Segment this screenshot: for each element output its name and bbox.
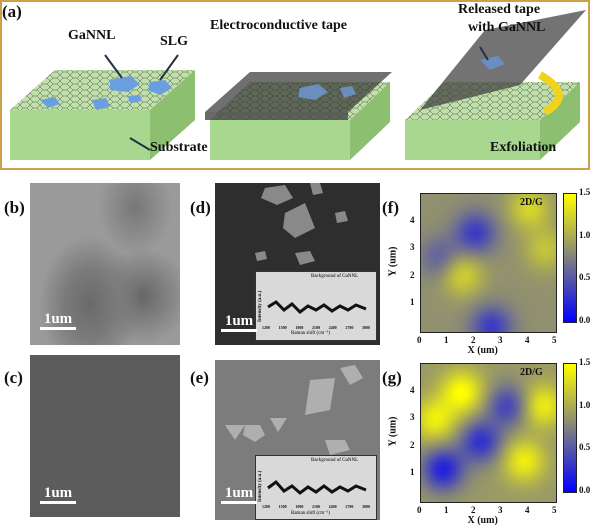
inset-xlabel: Raman shift (cm⁻¹): [291, 511, 331, 516]
heatmap-f: 0 1 2 3 4 5 1 2 3 4 X (um) Y (um) 2D/G 0.0 0.5 1.0 1.5: [380, 185, 600, 356]
scale-text: 1um: [224, 313, 254, 329]
inset-ylabel: Intensity (a.u.): [258, 290, 263, 322]
x-tick-label: 2: [471, 335, 476, 345]
heatmap-g: 0 1 2 3 4 5 1 2 3 4 X (um) Y (um) 2D/G 0.0 0.5 1.0 1.5: [380, 355, 600, 525]
schematic-panel-a: (a) GaNNL SLG Substrate Electroconductiv…: [0, 0, 590, 170]
colorbar-tick-label: 0.0: [579, 315, 591, 325]
sem-image-c: 1um: [30, 355, 180, 517]
scale-text: 1um: [43, 485, 73, 501]
raman-inset-d: Background of GaNNL Intensity (a.u.) Ram…: [255, 271, 377, 341]
y-tick-label: 3: [410, 242, 415, 253]
label-with-gannl: with GaNNL: [468, 20, 546, 35]
x-tick-label: 1: [444, 505, 449, 515]
inset-x-tick-label: 1800: [295, 504, 304, 509]
colorbar-tick-label: 1.0: [579, 399, 591, 410]
panel-label-d: (d): [190, 198, 211, 217]
tape: [205, 72, 392, 112]
panel-label-a: (a): [2, 2, 22, 21]
substrate-block-1: [10, 70, 195, 160]
colorbar-tick-label: 0.5: [579, 442, 591, 453]
panel-label-g: (g): [382, 368, 402, 387]
label-substrate: Substrate: [150, 140, 208, 155]
inset-x-tick-label: 1200: [262, 325, 270, 330]
inset-x-tick-label: 1500: [278, 325, 287, 330]
panel-label-f: (f): [382, 198, 399, 217]
scale-bar-d: 1um: [221, 313, 257, 332]
x-tick-label: 4: [525, 335, 530, 345]
x-tick-label: 0: [417, 335, 422, 345]
heatmap-surface: [420, 193, 557, 333]
x-axis-label: X (um): [467, 345, 498, 356]
raman-spectrum: [267, 300, 367, 314]
scale-bar-e: 1um: [221, 485, 257, 504]
inset-ylabel: Intensity (a.u.): [258, 470, 263, 502]
label-gannl: GaNNL: [68, 28, 116, 43]
inset-x-tick-label: 3000: [362, 504, 370, 509]
raman-spectrum: [267, 479, 367, 495]
inset-x-tick-label: 2700: [345, 504, 354, 509]
substrate-block-2: [205, 72, 392, 160]
colorbar-tick-label: 1.5: [579, 357, 591, 367]
substrate-block-3: [405, 10, 586, 160]
sem-image-b: 1um: [30, 183, 180, 345]
inset-x-tick-label: 2100: [312, 325, 320, 330]
panel-label-c: (c): [4, 368, 23, 387]
y-tick-label: 2: [410, 439, 415, 450]
y-axis-label: Y (um): [387, 416, 399, 447]
scale-text: 1um: [43, 311, 73, 327]
raman-inset-e: Background of GaNNL Intensity (a.u.) Ram…: [255, 455, 377, 520]
y-tick-label: 1: [410, 467, 415, 478]
y-axis-label: Y (um): [387, 246, 399, 277]
curved-arrow-icon: [537, 71, 563, 116]
inset-x-tick-label: 2100: [312, 504, 320, 509]
colorbar-tick-label: 1.5: [579, 187, 591, 197]
sem-image-d: Background of GaNNL Intensity (a.u.) Ram…: [215, 183, 380, 345]
inset-x-tick-label: 2700: [345, 325, 354, 330]
scale-bar-b: 1um: [40, 311, 76, 330]
x-tick-label: 3: [498, 505, 503, 515]
x-axis-label: X (um): [467, 515, 498, 525]
scale-bar-c: 1um: [40, 485, 76, 504]
inset-x-tick-label: 3000: [362, 325, 370, 330]
heatmap-surface: [420, 363, 557, 503]
y-tick-label: 1: [410, 297, 415, 308]
inset-legend: Background of GaNNL: [311, 458, 359, 463]
inset-x-tick-label: 2400: [328, 504, 337, 509]
colorbar: [563, 363, 577, 493]
colorbar-tick-label: 1.0: [579, 229, 591, 240]
x-tick-label: 4: [525, 505, 530, 515]
label-exfoliation: Exfoliation: [490, 140, 557, 155]
map-title: 2D/G: [520, 367, 543, 378]
map-title: 2D/G: [520, 197, 543, 208]
scale-text: 1um: [224, 485, 254, 501]
panel-label-e: (e): [190, 368, 209, 387]
x-tick-label: 0: [417, 505, 422, 515]
inset-x-tick-label: 1200: [262, 504, 270, 509]
label-slg: SLG: [160, 34, 189, 49]
label-tape: Electroconductive tape: [210, 18, 347, 33]
sem-image-e: Background of GaNNL Intensity (a.u.) Ram…: [215, 360, 380, 520]
y-tick-label: 4: [410, 384, 415, 395]
x-tick-label: 5: [552, 335, 557, 345]
x-tick-label: 5: [552, 505, 557, 515]
colorbar: [563, 193, 577, 323]
inset-x-tick-label: 1500: [278, 504, 287, 509]
x-tick-label: 3: [498, 335, 503, 345]
inset-xlabel: Raman shift (cm⁻¹): [291, 331, 331, 336]
x-tick-label: 2: [471, 505, 476, 515]
x-tick-label: 1: [444, 335, 449, 345]
panel-label-b: (b): [4, 198, 25, 217]
label-released: Released tape: [458, 2, 541, 17]
y-tick-label: 2: [410, 269, 415, 280]
inset-x-tick-label: 2400: [328, 325, 337, 330]
released-tape: [420, 10, 586, 110]
inset-x-tick-label: 1800: [295, 325, 304, 330]
colorbar-tick-label: 0.5: [579, 272, 591, 283]
exfoliation-schematic: [10, 10, 586, 160]
inset-legend: Background of GaNNL: [311, 274, 359, 279]
y-tick-label: 4: [410, 214, 415, 225]
colorbar-tick-label: 0.0: [579, 485, 591, 495]
y-tick-label: 3: [410, 412, 415, 423]
